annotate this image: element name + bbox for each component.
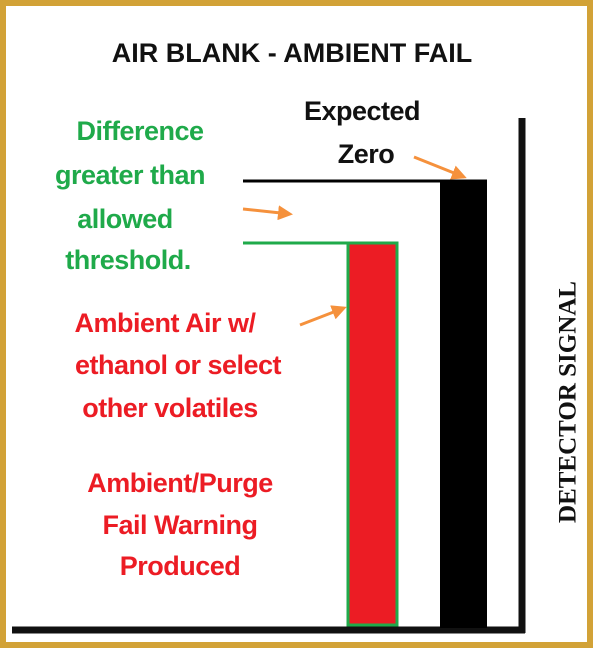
expected-bar [440,181,487,628]
expected-label: Zero [338,139,395,169]
expected-label: Expected [304,96,420,126]
arrow [242,205,293,221]
difference-label: greater than [55,160,205,190]
axis-label: DETECTOR SIGNAL [555,281,582,523]
arrow [299,305,347,327]
ambient-label: ethanol or select [75,350,282,380]
arrow [413,155,467,180]
difference-label: Difference [76,116,204,146]
difference-label: threshold. [65,245,191,275]
ambient-bar [346,241,399,627]
difference-label: allowed [77,204,173,234]
warning-label: Produced [120,551,241,581]
warning-label: Fail Warning [103,510,258,540]
title: AIR BLANK - AMBIENT FAIL [112,38,472,68]
ambient-label: other volatiles [82,393,258,423]
warning-label: Ambient/Purge [87,468,273,498]
ambient-label: Ambient Air w/ [74,308,256,338]
